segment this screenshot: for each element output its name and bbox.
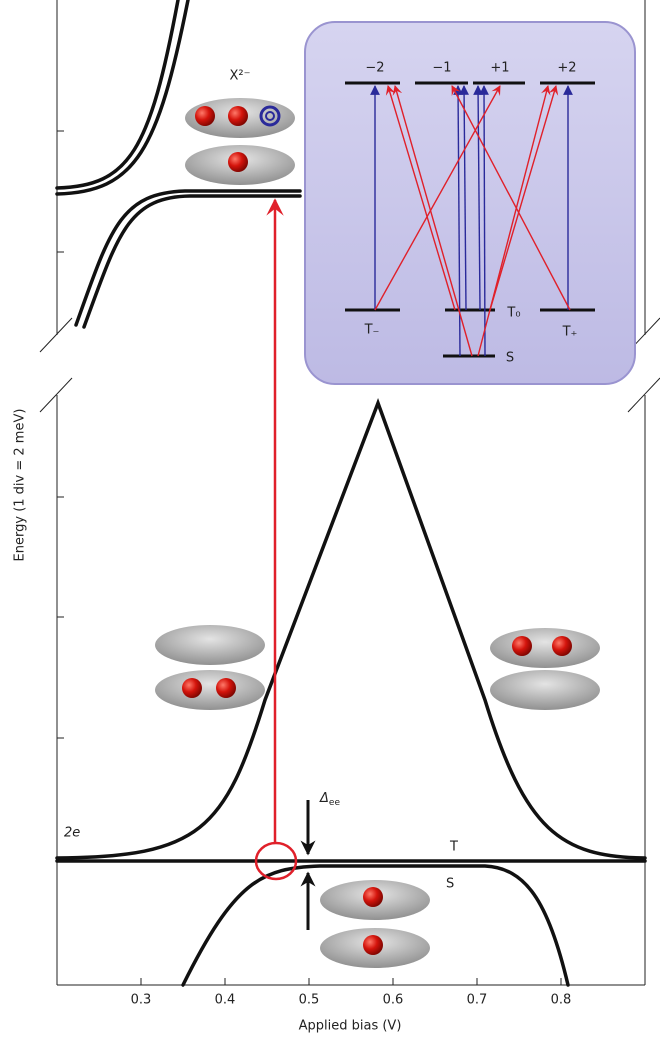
x-tick-label: 0.5	[299, 993, 320, 1008]
x-tick-label: 0.6	[383, 993, 404, 1008]
level-label: −1	[432, 61, 451, 76]
x-axis-label: Applied bias (V)	[299, 1019, 402, 1034]
charge-label: 2e	[64, 826, 80, 841]
level-label: T₀	[506, 306, 520, 321]
x-tick-label: 0.3	[131, 993, 152, 1008]
level-label: +2	[557, 61, 576, 76]
y-axis-label: Energy (1 div = 2 meV)	[13, 409, 28, 562]
level-label: T₋	[364, 323, 380, 338]
triplet-label: T	[449, 840, 458, 855]
transition-arrow	[254, 198, 298, 881]
lower-curves	[55, 397, 647, 987]
inset	[304, 21, 636, 385]
level-label: −2	[365, 61, 384, 76]
level-label: S	[506, 351, 514, 366]
exchange-symbol: Δ	[319, 791, 329, 806]
x-tick-label: 0.8	[551, 993, 572, 1008]
exchange-label: Δee	[319, 791, 340, 808]
upper-curves	[55, 0, 302, 329]
trion-label: X²⁻	[230, 69, 251, 84]
dot-illustrations	[155, 98, 600, 968]
singlet-label: S	[446, 877, 454, 892]
x-tick-label: 0.4	[215, 993, 236, 1008]
exchange-subscript: ee	[329, 798, 341, 808]
x-tick-label: 0.7	[467, 993, 488, 1008]
axis-frame	[39, 0, 660, 986]
level-label: T₊	[562, 325, 578, 340]
level-label: +1	[490, 61, 509, 76]
